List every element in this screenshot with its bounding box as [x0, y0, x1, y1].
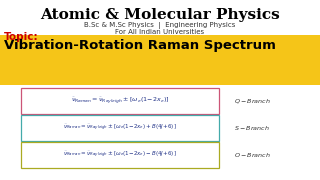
FancyBboxPatch shape: [21, 88, 219, 114]
Text: $O-Branch$: $O-Branch$: [234, 151, 270, 159]
Text: $\tilde{\nu}_{Raman} = \tilde{\nu}_{Rayleigh} \pm [\omega_e(1\!-\!2x_e) - B(4J\!: $\tilde{\nu}_{Raman} = \tilde{\nu}_{Rayl…: [63, 150, 177, 160]
FancyBboxPatch shape: [0, 35, 320, 85]
Text: $\tilde{\nu}_{Raman} = \tilde{\nu}_{Rayleigh} \pm [\omega_e(1\!-\!2x_e)]$: $\tilde{\nu}_{Raman} = \tilde{\nu}_{Rayl…: [71, 96, 169, 106]
FancyBboxPatch shape: [21, 115, 219, 141]
Text: $\tilde{\nu}_{Raman} = \tilde{\nu}_{Rayleigh} \pm [\omega_e(1\!-\!2x_e) + B(4J\!: $\tilde{\nu}_{Raman} = \tilde{\nu}_{Rayl…: [63, 123, 177, 133]
Text: Vibration-Rotation Raman Spectrum: Vibration-Rotation Raman Spectrum: [4, 39, 276, 52]
FancyBboxPatch shape: [21, 142, 219, 168]
Text: B.Sc & M.Sc Physics  |  Engineering Physics: B.Sc & M.Sc Physics | Engineering Physic…: [84, 22, 236, 29]
Text: Atomic & Molecular Physics: Atomic & Molecular Physics: [40, 8, 280, 22]
Text: For All Indian Universities: For All Indian Universities: [116, 29, 204, 35]
Text: Topic:: Topic:: [4, 32, 39, 42]
Text: $Q-Branch$: $Q-Branch$: [234, 97, 270, 105]
Text: $S-Branch$: $S-Branch$: [234, 124, 270, 132]
